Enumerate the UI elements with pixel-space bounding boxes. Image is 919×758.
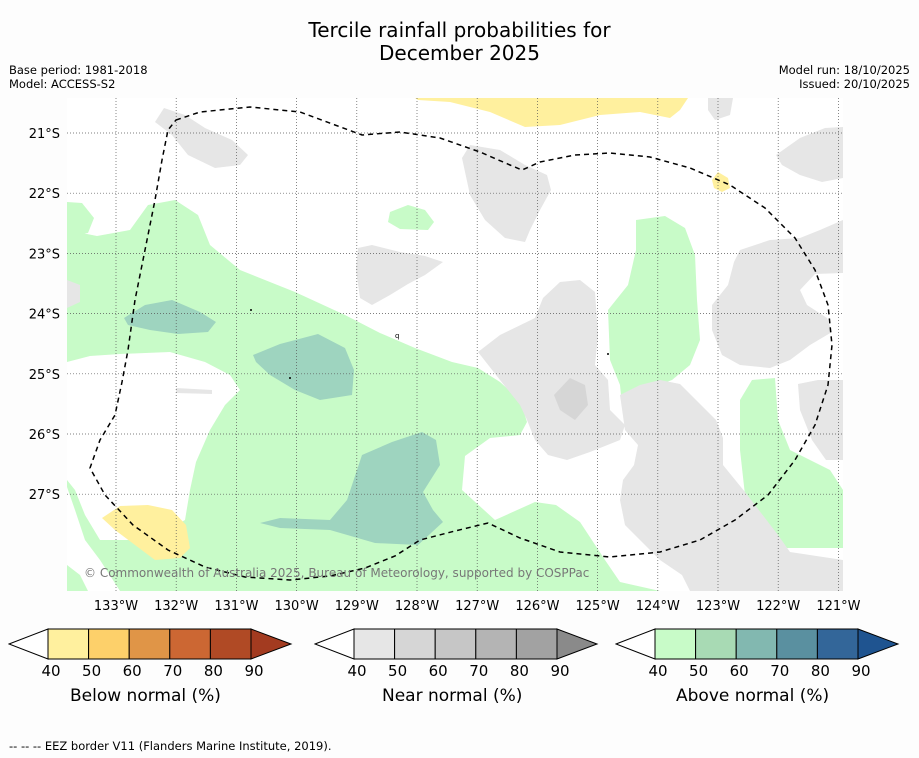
near-normal-label: Near normal (%) (382, 686, 523, 706)
run-info: Model run: 18/10/2025 Issued: 20/10/2025 (779, 63, 910, 91)
colorbar-tick-label: 90 (851, 662, 870, 680)
lon-label: 129°W (335, 599, 379, 614)
lon-label: 132°W (154, 599, 198, 614)
issued-date: Issued: 20/10/2025 (799, 77, 910, 91)
colorbar-segment (394, 628, 436, 660)
colorbar-below-normal (8, 628, 293, 660)
lon-label: 124°W (636, 599, 680, 614)
colorbar-segment (47, 628, 90, 660)
model-info: Base period: 1981-2018 Model: ACCESS-S2 (9, 63, 148, 91)
model-run: Model run: 18/10/2025 (778, 63, 910, 77)
colorbar-segment (475, 628, 517, 660)
colorbar-segment (353, 628, 396, 660)
gridlines (67, 98, 843, 591)
colorbar-tick-label: 50 (82, 662, 101, 680)
colorbar-tick-label: 50 (388, 662, 407, 680)
island-speck (250, 309, 252, 311)
colorbar-tick-label: 40 (41, 662, 60, 680)
lon-label: 122°W (756, 599, 800, 614)
above-normal-50-60 (124, 300, 443, 545)
below-normal-40-50 (102, 98, 730, 560)
lat-label: 22°S (29, 187, 60, 202)
colorbar-segment (209, 628, 252, 660)
eez-border (89, 106, 833, 581)
colorbar-segment (654, 628, 697, 660)
lon-label: 126°W (515, 599, 559, 614)
title-line-1: Tercile rainfall probabilities for (308, 18, 611, 42)
island-speck: q (395, 332, 399, 340)
probability-fields: q (67, 98, 843, 591)
colorbar-tick-label: 50 (689, 662, 708, 680)
lon-label: 133°W (94, 599, 138, 614)
island-speck (289, 377, 291, 379)
eez-footnote: -- -- -- EEZ border V11 (Flanders Marine… (9, 739, 332, 753)
colorbar-min-extend (314, 628, 355, 660)
lat-label: 25°S (29, 368, 60, 383)
lat-label: 27°S (29, 488, 60, 503)
colorbar-segment (515, 628, 558, 660)
model-name: Model: ACCESS-S2 (9, 77, 116, 91)
colorbar-tick-label: 60 (123, 662, 142, 680)
island-speck (607, 353, 609, 355)
colorbar-tick-label: 40 (347, 662, 366, 680)
colorbar-segment (776, 628, 818, 660)
colorbar-segment (128, 628, 171, 660)
lat-label: 23°S (29, 247, 60, 262)
lon-label: 125°W (576, 599, 620, 614)
lon-label: 123°W (696, 599, 740, 614)
longitude-labels: 133°W 132°W 131°W 130°W 129°W 128°W 127°W 126°W… (94, 599, 861, 614)
lon-label: 121°W (816, 599, 860, 614)
lon-label: 130°W (275, 599, 319, 614)
colorbar-max-extend (857, 628, 900, 660)
lat-label: 21°S (29, 127, 60, 142)
colorbar-tick-label: 90 (550, 662, 569, 680)
white-gap-west (67, 352, 240, 540)
colorbar-segment (434, 628, 477, 660)
lon-label: 128°W (395, 599, 439, 614)
colorbar-segment (735, 628, 778, 660)
colorbar-segment (169, 628, 211, 660)
near-normal-50-60 (554, 378, 588, 420)
colorbar-near-normal (314, 628, 599, 660)
colorbar-above-normal (615, 628, 900, 660)
colorbar-tick-label: 60 (730, 662, 749, 680)
lon-label: 131°W (214, 599, 258, 614)
below-normal-label: Below normal (%) (70, 686, 221, 706)
colorbar-ticks: 40 50 60 70 80 90 40 50 60 70 80 90 40 50 60 70 80 90 (41, 662, 870, 680)
colorbar-segment (816, 628, 859, 660)
title-line-2: December 2025 (379, 41, 540, 65)
above-normal-label: Above normal (%) (676, 686, 830, 706)
colorbar-max-extend (250, 628, 293, 660)
latitude-labels: 21°S 22°S 23°S 24°S 25°S 26°S 27°S (29, 127, 60, 503)
colorbar-tick-label: 70 (469, 662, 488, 680)
colorbar-segment (695, 628, 737, 660)
colorbar-tick-label: 70 (163, 662, 182, 680)
colorbar-tick-label: 40 (648, 662, 667, 680)
lat-label: 24°S (29, 308, 60, 323)
copyright-notice: © Commonwealth of Australia 2025, Bureau… (84, 566, 589, 580)
colorbar-min-extend (8, 628, 49, 660)
map-title: Tercile rainfall probabilities for Decem… (0, 19, 919, 65)
colorbar-segment (88, 628, 130, 660)
colorbar-min-extend (615, 628, 656, 660)
colorbar-tick-label: 60 (429, 662, 448, 680)
lat-label: 26°S (29, 428, 60, 443)
lon-label: 127°W (455, 599, 499, 614)
above-normal-40-50 (67, 200, 843, 591)
colorbar-max-extend (556, 628, 599, 660)
base-period: Base period: 1981-2018 (9, 63, 148, 77)
colorbar-tick-label: 80 (811, 662, 830, 680)
colorbar-tick-label: 70 (770, 662, 789, 680)
colorbar-tick-label: 80 (204, 662, 223, 680)
colorbar-tick-label: 90 (244, 662, 263, 680)
near-normal-40-50 (67, 98, 843, 591)
colorbar-tick-label: 80 (510, 662, 529, 680)
